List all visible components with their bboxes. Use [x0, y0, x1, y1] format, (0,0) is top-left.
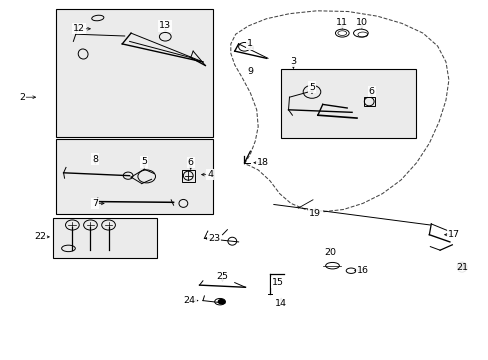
- Bar: [56, 139, 212, 214]
- Bar: [182, 170, 194, 182]
- Circle shape: [457, 264, 465, 270]
- Text: 3: 3: [290, 57, 296, 66]
- Text: 19: 19: [309, 209, 321, 217]
- Text: 7: 7: [92, 199, 98, 208]
- Text: 25: 25: [216, 272, 228, 281]
- Bar: [281, 69, 415, 138]
- Text: 10: 10: [355, 18, 367, 27]
- Text: 13: 13: [159, 21, 171, 30]
- Text: 2: 2: [19, 93, 25, 102]
- Text: 16: 16: [356, 266, 368, 275]
- Text: 20: 20: [324, 248, 335, 257]
- Text: 4: 4: [207, 170, 213, 179]
- Text: 9: 9: [247, 68, 253, 77]
- Text: 17: 17: [447, 230, 459, 239]
- Text: 14: 14: [275, 299, 286, 307]
- Bar: [53, 218, 157, 258]
- Text: 5: 5: [141, 157, 147, 166]
- Text: 22: 22: [34, 233, 46, 241]
- Text: 6: 6: [187, 158, 193, 167]
- Bar: [363, 97, 374, 106]
- Circle shape: [217, 299, 225, 305]
- Text: 18: 18: [257, 158, 268, 167]
- Text: 11: 11: [336, 18, 347, 27]
- Bar: [56, 9, 212, 137]
- Text: 15: 15: [271, 278, 283, 287]
- Text: 8: 8: [92, 154, 98, 163]
- Text: 21: 21: [455, 263, 467, 271]
- Text: 23: 23: [208, 234, 220, 243]
- Text: 6: 6: [368, 87, 374, 96]
- Text: 24: 24: [183, 296, 195, 305]
- Text: 5: 5: [308, 83, 314, 91]
- Text: 1: 1: [247, 40, 253, 49]
- Text: 12: 12: [73, 24, 85, 33]
